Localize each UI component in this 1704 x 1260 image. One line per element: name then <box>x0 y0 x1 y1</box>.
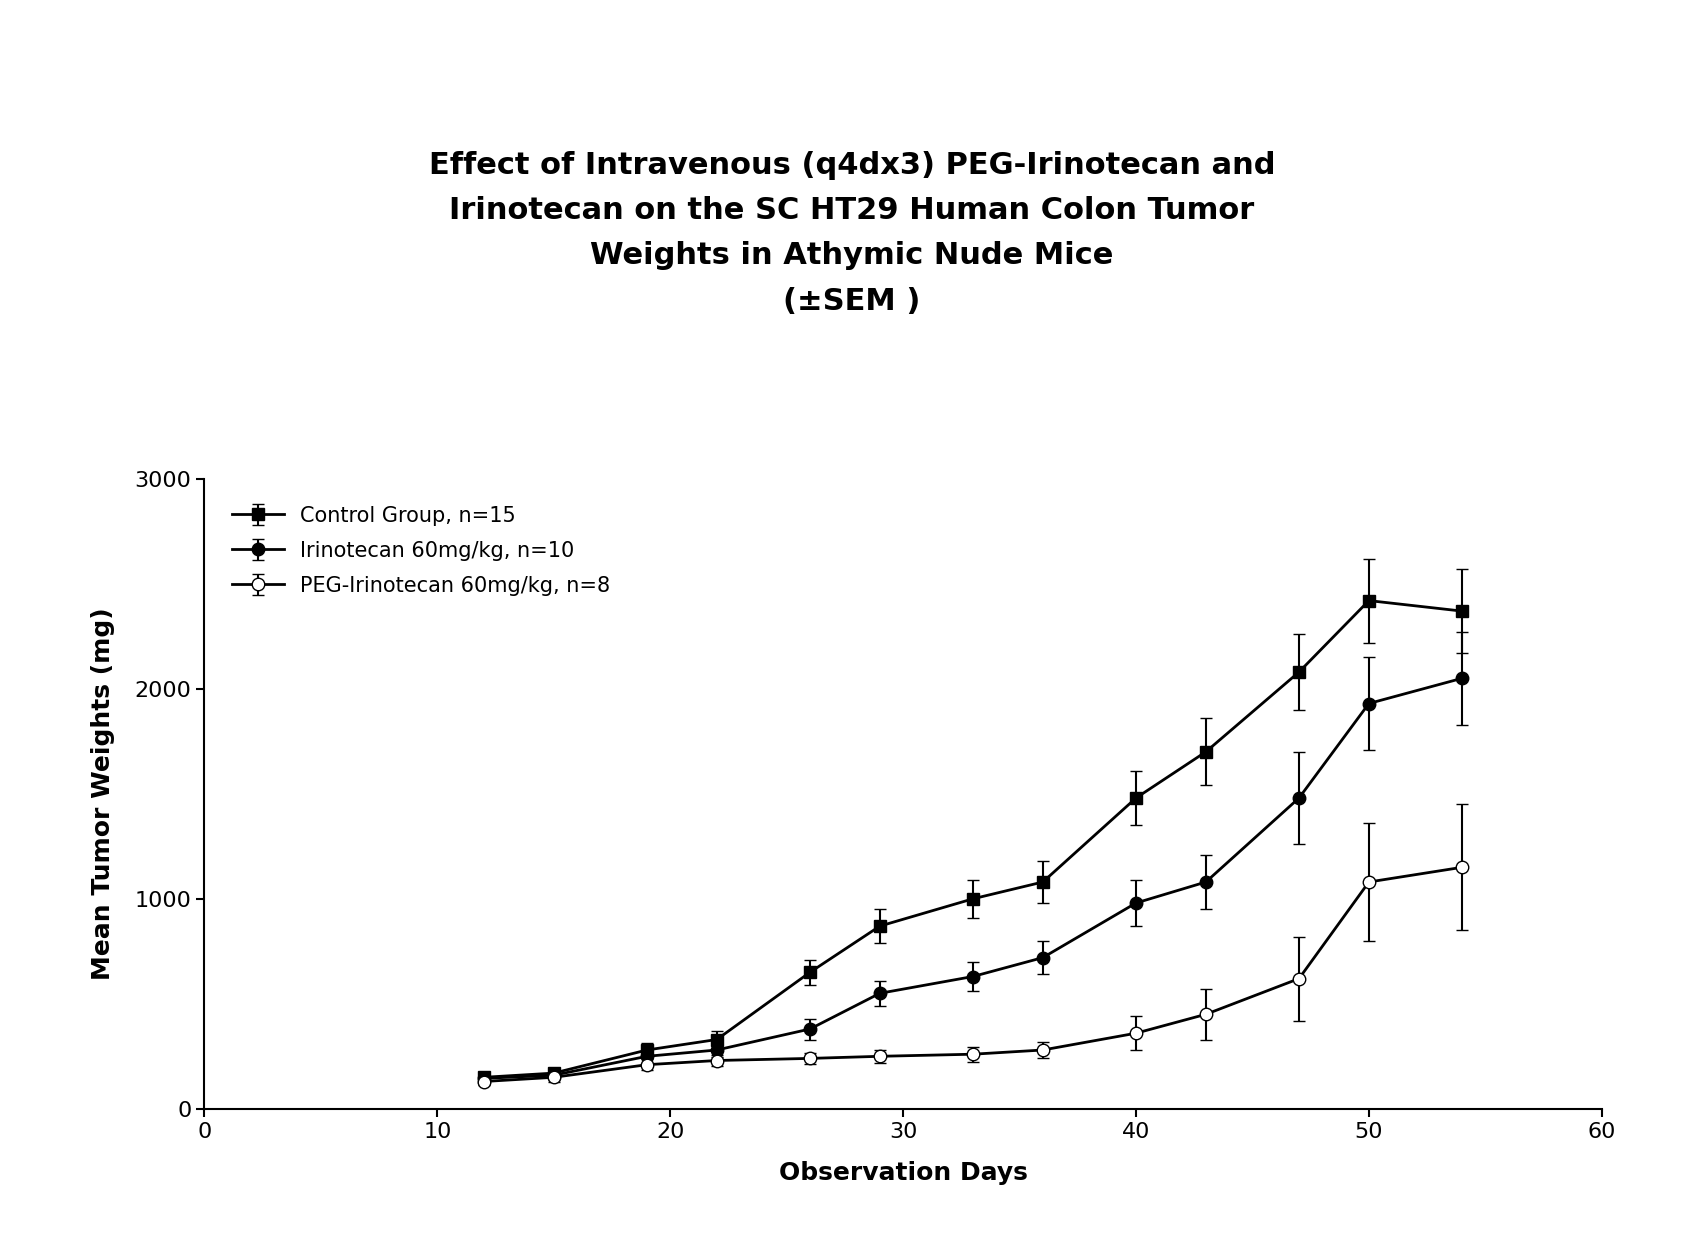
Y-axis label: Mean Tumor Weights (mg): Mean Tumor Weights (mg) <box>90 607 114 980</box>
X-axis label: Observation Days: Observation Days <box>779 1162 1028 1186</box>
Text: Effect of Intravenous (q4dx3) PEG-Irinotecan and
Irinotecan on the SC HT29 Human: Effect of Intravenous (q4dx3) PEG-Irinot… <box>429 151 1275 315</box>
Legend: Control Group, n=15, Irinotecan 60mg/kg, n=10, PEG-Irinotecan 60mg/kg, n=8: Control Group, n=15, Irinotecan 60mg/kg,… <box>215 489 627 614</box>
